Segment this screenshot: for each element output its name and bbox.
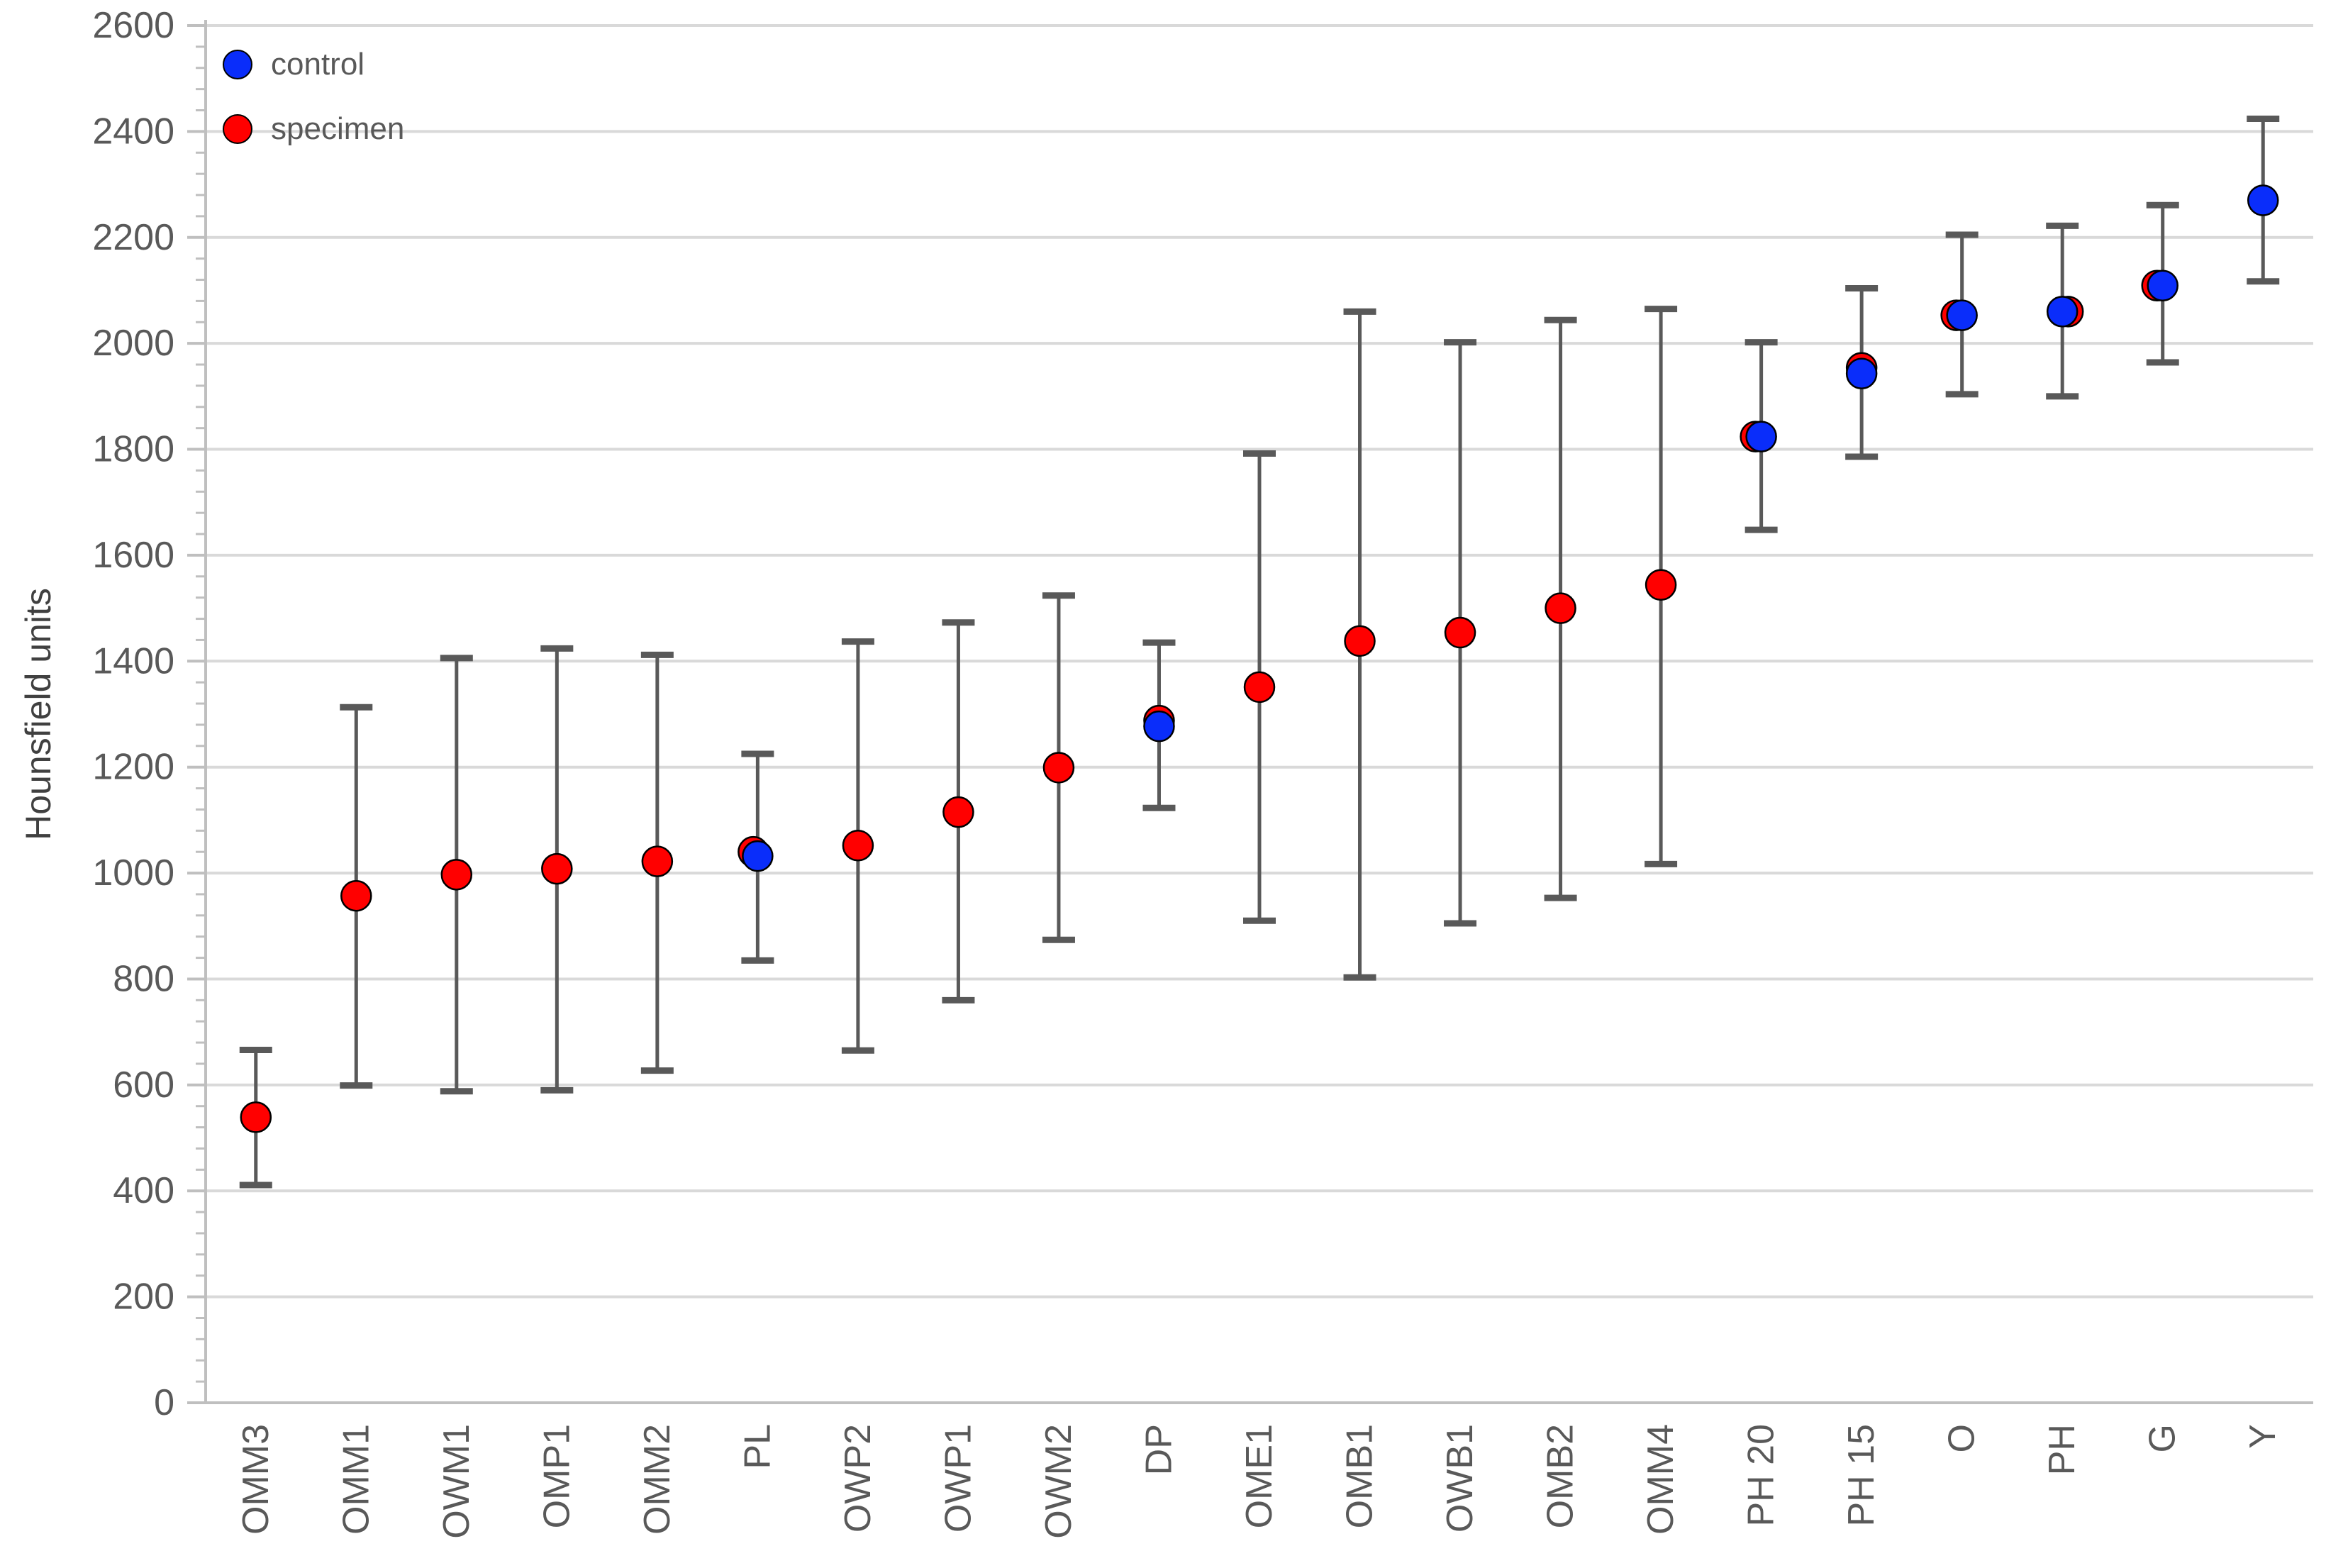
- x-category-label: OMB2: [1540, 1424, 1581, 1528]
- specimen-point-OMB2: [1545, 592, 1576, 624]
- legend-item-control: control: [223, 47, 365, 82]
- y-tick-label: 0: [154, 1382, 174, 1423]
- y-tick-label: 2000: [92, 323, 174, 364]
- legend-item-specimen: specimen: [223, 111, 404, 147]
- control-point-DP: [1143, 710, 1175, 743]
- x-category-label: Y: [2242, 1424, 2283, 1449]
- y-tick-label: 1600: [92, 535, 174, 576]
- control-point-PL: [742, 840, 774, 872]
- specimen-point-OWM2: [1042, 752, 1075, 784]
- x-category-label: OWB1: [1440, 1424, 1481, 1533]
- specimen-point-OMM3: [240, 1101, 272, 1133]
- control-point-PH 15: [1845, 357, 1878, 389]
- specimen-point-OWM1: [440, 859, 473, 891]
- y-tick-label: 1200: [92, 747, 174, 788]
- specimen-point-OME1: [1243, 671, 1276, 704]
- x-category-label: PL: [737, 1424, 778, 1469]
- y-tick-label: 800: [113, 958, 174, 999]
- specimen-point-OWP2: [842, 829, 874, 862]
- specimen-point-OMM1: [340, 879, 372, 912]
- y-tick-label: 200: [113, 1277, 174, 1318]
- x-category-label: OWP2: [838, 1424, 879, 1533]
- y-tick-label: 600: [113, 1064, 174, 1106]
- x-category-label: PH 20: [1741, 1424, 1782, 1527]
- x-category-label: OME1: [1239, 1424, 1280, 1528]
- specimen-point-OWP1: [942, 796, 974, 828]
- x-category-label: OMP1: [536, 1424, 577, 1528]
- x-category-label: OMM1: [335, 1424, 377, 1535]
- specimen-legend-marker-icon: [223, 114, 252, 144]
- y-tick-label: 1000: [92, 852, 174, 894]
- x-category-label: OMM2: [637, 1424, 678, 1535]
- control-point-PH: [2046, 296, 2079, 328]
- x-category-label: DP: [1138, 1424, 1179, 1475]
- x-category-label: PH: [2042, 1424, 2083, 1475]
- x-category-label: PH 15: [1841, 1424, 1882, 1527]
- x-category-label: OWM2: [1038, 1424, 1079, 1539]
- y-tick-label: 2200: [92, 217, 174, 258]
- control-point-Y: [2247, 184, 2279, 216]
- y-tick-label: 2600: [92, 5, 174, 46]
- x-category-label: G: [2142, 1424, 2183, 1452]
- legend-label-control: control: [271, 47, 365, 82]
- legend-label-specimen: specimen: [271, 111, 405, 146]
- y-tick-label: 1800: [92, 429, 174, 470]
- x-category-label: OWM1: [436, 1424, 477, 1539]
- x-category-label: OMM4: [1640, 1424, 1681, 1535]
- specimen-point-OMP1: [541, 852, 573, 885]
- control-point-O: [1946, 299, 1978, 331]
- control-point-PH 20: [1745, 421, 1777, 452]
- x-category-label: OWP1: [937, 1424, 979, 1533]
- specimen-point-OWB1: [1444, 616, 1476, 649]
- control-legend-marker-icon: [223, 50, 252, 79]
- x-category-label: OMB1: [1340, 1424, 1381, 1528]
- x-category-label: O: [1942, 1424, 1983, 1452]
- control-point-G: [2147, 269, 2178, 301]
- specimen-point-OMM4: [1645, 569, 1677, 601]
- specimen-point-OMB1: [1344, 625, 1376, 657]
- specimen-point-OMM2: [641, 845, 674, 877]
- x-category-label: OMM3: [235, 1424, 277, 1535]
- y-tick-label: 1400: [92, 640, 174, 682]
- y-axis-title: Hounsfield units: [18, 588, 58, 840]
- y-tick-label: 400: [113, 1170, 174, 1211]
- y-tick-label: 2400: [92, 111, 174, 152]
